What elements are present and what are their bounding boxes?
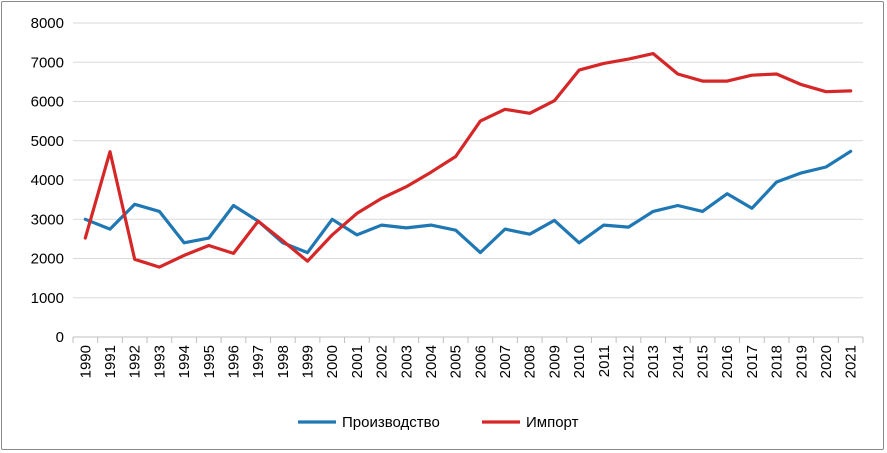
x-tick-label: 1992 (127, 345, 144, 378)
y-tick-label: 7000 (31, 54, 64, 71)
y-tick-label: 8000 (31, 15, 64, 32)
x-tick-label: 2005 (448, 345, 465, 378)
x-tick-label: 2019 (793, 345, 810, 378)
x-tick-label: 1996 (225, 345, 242, 378)
y-tick-label: 4000 (31, 172, 64, 189)
x-tick-label: 1995 (201, 345, 218, 378)
x-axis-tick-labels: 1990 1991 1992 1993 1994 1995 1996 1997 1998 1999… (77, 345, 859, 378)
series-lines (83, 51, 853, 269)
x-tick-label: 2012 (620, 345, 637, 378)
x-tick-label: 2021 (843, 345, 860, 378)
y-tick-label: 5000 (31, 133, 64, 150)
legend-label: Импорт (526, 414, 579, 431)
x-tick-label: 2009 (546, 345, 563, 378)
gridlines (73, 22, 863, 299)
y-tick-label: 3000 (31, 211, 64, 228)
x-tick-label: 1990 (77, 345, 94, 378)
x-tick-label: 1993 (151, 345, 168, 378)
y-tick-label: 2000 (31, 251, 64, 268)
x-tick-label: 2018 (769, 345, 786, 378)
x-tick-label: 2006 (472, 345, 489, 378)
legend: Производство Импорт (298, 414, 579, 431)
x-tick-label: 2002 (374, 345, 391, 378)
series-line-import (83, 51, 853, 269)
x-tick-label: 2007 (497, 345, 514, 378)
x-tick-label: 2020 (818, 345, 835, 378)
x-tick-label: 2011 (596, 345, 613, 377)
y-tick-label: 0 (56, 329, 64, 346)
x-tick-label: 2017 (744, 345, 761, 378)
x-tick-label: 2014 (670, 345, 687, 378)
x-tick-label: 2013 (645, 345, 662, 378)
x-tick-label: 2001 (349, 345, 366, 378)
x-tick-label: 1991 (102, 345, 119, 378)
x-tick-label: 2016 (719, 345, 736, 378)
x-tick-label: 1998 (275, 345, 292, 378)
x-tick-label: 1994 (176, 345, 193, 378)
legend-label: Производство (342, 414, 440, 431)
x-axis (72, 336, 864, 343)
x-tick-label: 2008 (522, 345, 539, 378)
x-tick-label: 1999 (300, 345, 317, 378)
y-tick-label: 1000 (31, 290, 64, 307)
x-tick-label: 2010 (571, 345, 588, 378)
x-tick-label: 2004 (423, 345, 440, 378)
x-tick-label: 1997 (250, 345, 267, 378)
x-tick-label: 2000 (324, 345, 341, 378)
x-tick-label: 2003 (398, 345, 415, 378)
y-tick-label: 6000 (31, 94, 64, 111)
x-tick-label: 2015 (695, 345, 712, 378)
series-line-production (83, 149, 853, 255)
y-axis-tick-labels: 0 1000 2000 3000 4000 5000 6000 7000 8000 (31, 15, 64, 346)
